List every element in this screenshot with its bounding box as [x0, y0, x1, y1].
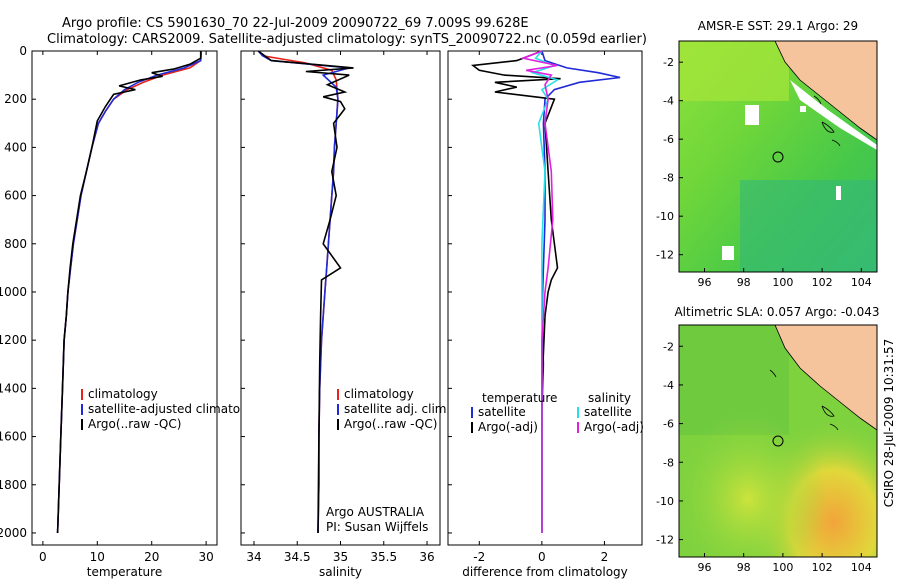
map-y-tick-label: -12	[656, 534, 674, 547]
x-tick-label: 34	[246, 550, 261, 564]
y-tick-label: 400	[4, 140, 27, 154]
y-tick-label: 1200	[0, 333, 27, 347]
y-tick-label: 600	[4, 189, 27, 203]
plot-frame	[31, 50, 218, 546]
y-tick-label: 1400	[0, 381, 27, 395]
sst-missing-1	[745, 105, 759, 125]
x-axis-label: difference from climatology	[462, 565, 628, 579]
map-x-tick-label: 104	[851, 561, 872, 574]
sla-map-axes: 96 98 100 102 104 -2 -4 -6 -8 -10 -12	[656, 340, 872, 574]
sst-warm-band	[679, 41, 789, 101]
sla-map-frame	[678, 324, 878, 558]
legend-label: satellite adj. clim.	[344, 402, 450, 416]
map-y-tick-label: -4	[663, 379, 674, 392]
salinity-panel: 34 34.5 35 35.5 36 salinity climatologysatelli…	[240, 50, 450, 579]
temperature-panel: 0 10 20 30 0 200 400 600 800 1000 1200 1400 1600 1800…	[0, 44, 266, 579]
legend-group-title: salinity	[588, 391, 631, 405]
legend-label: climatology	[88, 387, 158, 401]
figure-title-line2: Climatology: CARS2009. Satellite-adjuste…	[47, 32, 647, 47]
legend-group-title: temperature	[482, 391, 557, 405]
legend-label: satellite	[584, 405, 632, 419]
y-tick-label: 1000	[0, 285, 27, 299]
y-tick-label: 1800	[0, 478, 27, 492]
y-tick-label: 800	[4, 237, 27, 251]
sst-cool-patch	[740, 180, 877, 272]
land-sumatra	[774, 41, 877, 141]
map-y-tick-label: -12	[656, 249, 674, 262]
x-tick-label: 34.5	[284, 550, 311, 564]
map-x-tick-label: 98	[737, 276, 751, 289]
sla-map-title: Altimetric SLA: 0.057 Argo: -0.043	[674, 305, 879, 319]
map-x-tick-label: 100	[772, 276, 793, 289]
y-tick-label: 0	[19, 44, 27, 58]
sst-missing-2	[722, 246, 734, 260]
x-axis-label: salinity	[319, 565, 362, 579]
sla-islands	[769, 369, 839, 431]
x-tick-label: 0	[39, 550, 47, 564]
series-line	[520, 50, 558, 533]
sst-map-title: AMSR-E SST: 29.1 Argo: 29	[698, 19, 858, 33]
sst-map: AMSR-E SST: 29.1 Argo: 29 96 98 100 102 104 -…	[656, 19, 878, 289]
sst-missing-3	[836, 186, 841, 200]
legend-label: satellite	[478, 405, 526, 419]
x-tick-label: 30	[198, 550, 213, 564]
y-tick-label: 200	[4, 92, 27, 106]
legend-label: climatology	[344, 387, 414, 401]
plot-frame	[240, 50, 441, 546]
map-x-tick-label: 102	[812, 561, 833, 574]
sst-map-axes: 96 98 100 102 104 -2 -4 -6 -8 -10 -12	[656, 56, 872, 289]
legend-label: Argo(..raw -QC)	[88, 417, 181, 431]
map-y-tick-label: -6	[663, 133, 674, 146]
map-x-tick-label: 98	[737, 561, 751, 574]
sla-map: Altimetric SLA: 0.057 Argo: -0.043 96 98 1…	[656, 305, 880, 574]
legend-label: Argo(-adj)	[478, 420, 538, 434]
x-tick-label: 10	[90, 550, 105, 564]
map-y-tick-label: -10	[656, 210, 674, 223]
map-y-tick-label: -10	[656, 495, 674, 508]
legend-label: satellite-adjusted climatology	[88, 402, 266, 416]
map-x-tick-label: 104	[851, 276, 872, 289]
x-tick-label: 35	[333, 550, 348, 564]
map-x-tick-label: 96	[697, 276, 711, 289]
series-line	[56, 51, 202, 534]
map-x-tick-label: 96	[697, 561, 711, 574]
y-tick-label: 2000	[0, 526, 27, 540]
annotation: Argo AUSTRALIA	[326, 505, 425, 519]
y-tick-label: 1600	[0, 430, 27, 444]
land-sumatra-sla	[774, 325, 877, 431]
series-line	[257, 50, 354, 534]
x-tick-label: 20	[144, 550, 159, 564]
sst-missing-4	[800, 106, 806, 112]
sst-coast-gap	[790, 80, 877, 150]
map-y-tick-label: -2	[663, 56, 674, 69]
sla-float-marker	[772, 435, 784, 447]
sst-float-marker	[772, 151, 784, 163]
x-tick-label: 36	[419, 550, 434, 564]
map-y-tick-label: -6	[663, 418, 674, 431]
map-y-tick-label: -8	[663, 172, 674, 185]
csiro-timestamp: CSIRO 28-Jul-2009 10:31:57	[882, 339, 896, 507]
legend-label: Argo(..raw -QC)	[344, 417, 437, 431]
x-axis-label: temperature	[87, 565, 162, 579]
x-tick-label: 0	[538, 550, 546, 564]
x-tick-label: -2	[473, 550, 485, 564]
sst-map-frame	[678, 40, 878, 273]
map-x-tick-label: 100	[772, 561, 793, 574]
figure-title-line1: Argo profile: CS 5901630_70 22-Jul-2009 …	[62, 16, 529, 31]
map-y-tick-label: -4	[663, 95, 674, 108]
map-y-tick-label: -8	[663, 456, 674, 469]
map-x-tick-label: 102	[812, 276, 833, 289]
series-line	[470, 50, 561, 533]
x-tick-label: 2	[601, 550, 609, 564]
legend-label: Argo(-adj)	[584, 420, 644, 434]
map-y-tick-label: -2	[663, 340, 674, 353]
sst-islands	[813, 95, 841, 147]
annotation: PI: Susan Wijffels	[326, 520, 428, 534]
x-tick-label: 35.5	[370, 550, 397, 564]
